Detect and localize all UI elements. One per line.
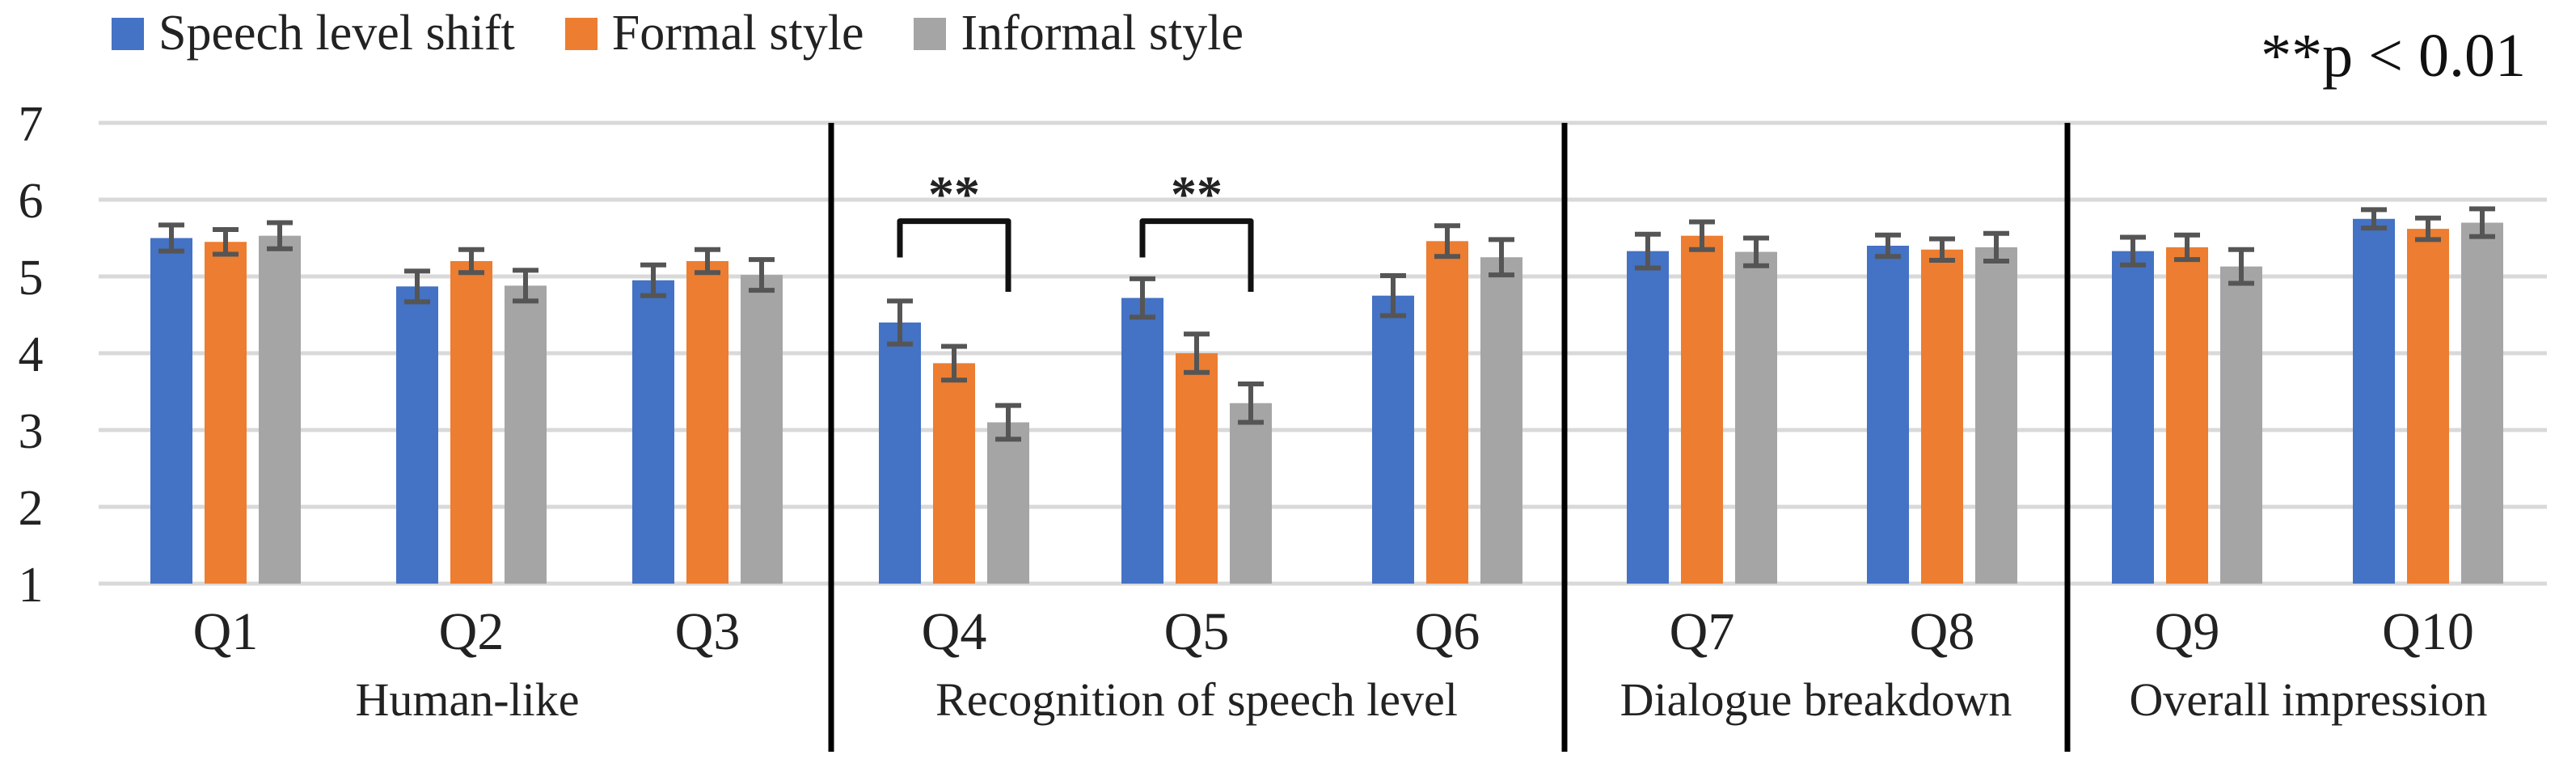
bar <box>150 238 192 584</box>
y-tick-label: 3 <box>19 404 44 459</box>
x-tick-label: Q9 <box>2155 602 2220 661</box>
bar <box>1975 247 2017 584</box>
significance-bracket <box>1139 218 1254 292</box>
x-tick-label: Q8 <box>1910 602 1975 661</box>
bar <box>396 286 438 584</box>
bar <box>1627 251 1669 584</box>
bar <box>1372 295 1414 584</box>
bar <box>632 280 674 584</box>
bar <box>1121 297 1163 584</box>
significance-label: ** <box>1171 166 1223 223</box>
bar <box>686 261 728 584</box>
bar <box>1921 249 1963 584</box>
bar <box>1230 403 1272 584</box>
bar <box>933 363 975 584</box>
bar <box>2166 247 2208 584</box>
significance-bracket <box>897 218 1011 292</box>
bar <box>450 261 492 584</box>
x-tick-label: Q5 <box>1164 602 1230 661</box>
significance-note: **p < 0.01 <box>2261 22 2526 90</box>
bar <box>2407 229 2449 584</box>
legend-swatch-orange <box>564 17 598 50</box>
bar <box>1867 246 1909 584</box>
bar <box>1735 251 1777 584</box>
group-label: Human-like <box>355 673 579 726</box>
y-tick-label: 1 <box>19 558 44 613</box>
bar <box>1681 235 1723 584</box>
bar <box>2353 218 2395 584</box>
group-label: Overall impression <box>2130 673 2488 726</box>
bar <box>205 242 247 584</box>
y-tick-label: 2 <box>19 481 44 536</box>
legend-swatch-blue <box>112 17 144 50</box>
x-tick-label: Q10 <box>2382 602 2474 661</box>
bar <box>1176 353 1218 584</box>
bar <box>259 235 301 584</box>
bar <box>2461 222 2503 584</box>
group-label: Recognition of speech level <box>935 673 1458 726</box>
legend-label: Informal style <box>961 6 1244 61</box>
x-tick-label: Q1 <box>193 602 259 661</box>
bar <box>741 275 783 584</box>
x-tick-label: Q7 <box>1670 602 1735 661</box>
group-label: Dialogue breakdown <box>1620 673 2012 726</box>
legend-item-informal-style: Informal style <box>914 5 1244 62</box>
legend-swatch-gray <box>914 17 947 50</box>
x-tick-label: Q2 <box>439 602 505 661</box>
bar <box>879 323 921 584</box>
legend-item-speech-level-shift: Speech level shift <box>112 5 515 62</box>
significance-label: ** <box>928 166 980 223</box>
legend-label: Formal style <box>611 6 864 61</box>
x-tick-label: Q6 <box>1415 602 1480 661</box>
bar <box>1426 241 1468 584</box>
legend-label: Speech level shift <box>158 6 515 61</box>
bar <box>987 422 1029 584</box>
bar <box>505 285 547 584</box>
bar <box>1480 257 1522 584</box>
bar <box>2112 251 2154 584</box>
legend: Speech level shift Formal style Informal… <box>112 5 1294 62</box>
x-tick-label: Q3 <box>675 602 741 661</box>
y-tick-label: 4 <box>19 327 44 382</box>
y-tick-label: 7 <box>19 97 44 152</box>
bar <box>2220 266 2262 584</box>
y-tick-label: 5 <box>19 251 44 306</box>
x-tick-label: Q4 <box>922 602 987 661</box>
y-tick-label: 6 <box>19 174 44 229</box>
legend-item-formal-style: Formal style <box>564 5 864 62</box>
